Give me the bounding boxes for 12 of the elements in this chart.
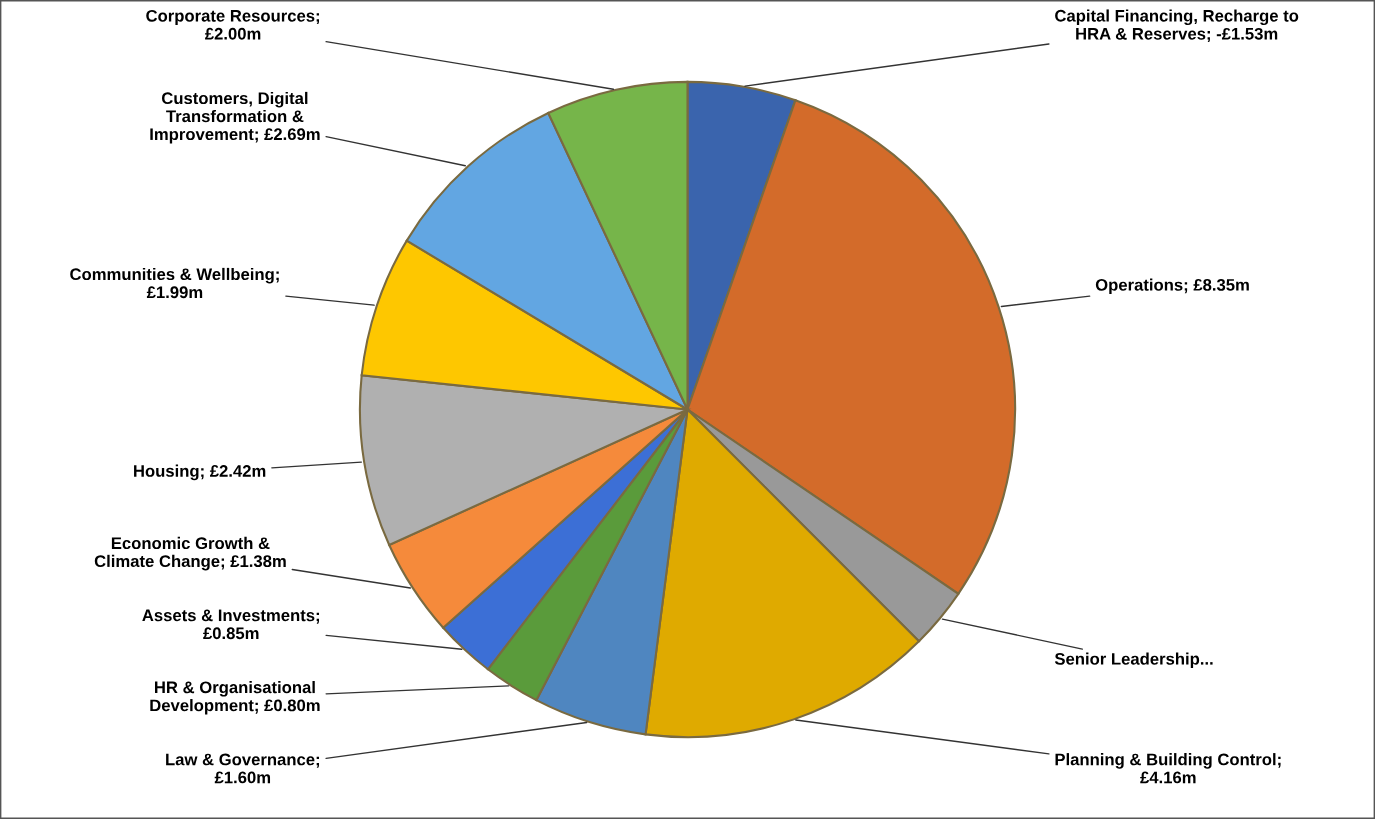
slice-label: Senior Leadership... bbox=[1054, 652, 1213, 669]
slice-label: Assets & Investments; £0.85m bbox=[142, 609, 320, 640]
slice-label: Law & Governance; £1.60m bbox=[166, 753, 320, 784]
slice-label: Planning & Building Control; £4.16m bbox=[1055, 753, 1281, 784]
slice-label: Operations; £8.35m bbox=[1095, 278, 1249, 295]
slice-label: Corporate Resources; £2.00m bbox=[146, 9, 320, 40]
slice-label: HR & Organisational Development; £0.80m bbox=[150, 681, 320, 715]
slice-label: Economic Growth & Climate Change; £1.38m bbox=[94, 536, 286, 571]
slice-label: Communities & Wellbeing; £1.99m bbox=[70, 267, 279, 299]
slice-label: Customers, Digital Transformation & Improvement; £2.69m bbox=[150, 91, 320, 144]
slice-label: Capital Financing, Recharge to HRA & Reserves; -£1.53m bbox=[1055, 9, 1299, 43]
slice-label: Housing; £2.42m bbox=[134, 464, 266, 481]
